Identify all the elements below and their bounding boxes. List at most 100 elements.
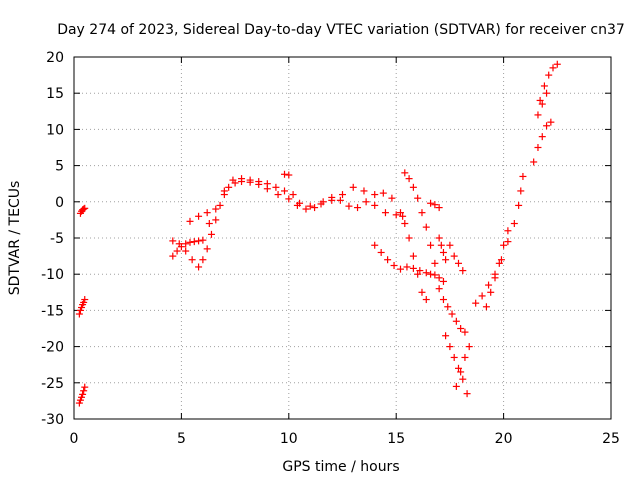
data-point bbox=[510, 220, 518, 228]
data-point bbox=[543, 122, 551, 130]
series-arc11 bbox=[339, 183, 407, 220]
data-point bbox=[409, 252, 417, 260]
y-tick-label: -30 bbox=[41, 412, 64, 428]
series-arc9 bbox=[281, 170, 293, 179]
data-point bbox=[409, 264, 417, 272]
series-arc3 bbox=[75, 383, 89, 407]
y-tick-label: -20 bbox=[41, 340, 64, 356]
data-point bbox=[515, 201, 523, 209]
series-arc7 bbox=[205, 175, 297, 228]
series-arc18 bbox=[442, 332, 471, 398]
data-point bbox=[431, 201, 439, 209]
data-point bbox=[319, 198, 327, 206]
series-arc2 bbox=[75, 296, 89, 318]
series-arc24 bbox=[536, 60, 561, 104]
y-tick-label: 0 bbox=[55, 195, 64, 211]
data-point bbox=[205, 220, 213, 228]
data-point bbox=[220, 187, 228, 195]
data-point bbox=[500, 241, 508, 249]
data-point bbox=[416, 267, 424, 275]
data-point bbox=[414, 270, 422, 278]
data-point bbox=[446, 241, 454, 249]
series-arc12 bbox=[371, 241, 439, 279]
data-point bbox=[530, 158, 538, 166]
data-point bbox=[457, 368, 465, 376]
data-point bbox=[182, 240, 190, 248]
data-point bbox=[543, 89, 551, 97]
data-point bbox=[173, 247, 181, 255]
series-arc20 bbox=[446, 241, 467, 275]
data-point bbox=[439, 296, 447, 304]
x-tick-label: 0 bbox=[70, 431, 79, 447]
series-arc19 bbox=[452, 343, 473, 390]
data-point bbox=[302, 205, 310, 213]
x-tick-label: 5 bbox=[177, 431, 186, 447]
data-point bbox=[485, 281, 493, 289]
data-point bbox=[459, 375, 467, 383]
data-point bbox=[497, 256, 505, 264]
data-point bbox=[534, 144, 542, 151]
data-point bbox=[401, 169, 409, 177]
data-point bbox=[439, 248, 447, 256]
data-point bbox=[80, 387, 88, 395]
axis-ticks: 0 5 10 15 20 25 -30 -25 -20 -15 -10 -5 0 5 10 15 20 bbox=[41, 50, 620, 447]
data-point bbox=[339, 191, 346, 199]
data-point bbox=[472, 299, 480, 307]
data-point bbox=[422, 269, 430, 277]
data-point bbox=[431, 259, 439, 267]
series-arc15 bbox=[427, 199, 443, 212]
data-point bbox=[399, 212, 407, 220]
data-point bbox=[175, 240, 183, 248]
data-point bbox=[207, 230, 215, 238]
data-point bbox=[263, 180, 271, 188]
data-point bbox=[545, 71, 553, 79]
data-point bbox=[465, 343, 473, 351]
y-tick-label: 10 bbox=[46, 122, 64, 138]
data-point bbox=[435, 274, 443, 282]
data-point bbox=[517, 187, 525, 195]
series-arc5 bbox=[169, 237, 203, 271]
data-point bbox=[188, 256, 196, 264]
y-tick-label: 15 bbox=[46, 86, 64, 102]
data-point bbox=[354, 204, 362, 212]
data-point bbox=[285, 195, 293, 203]
data-point bbox=[169, 237, 177, 245]
data-point bbox=[199, 256, 207, 264]
data-point bbox=[435, 204, 443, 212]
data-point bbox=[405, 175, 413, 183]
data-point bbox=[461, 328, 469, 336]
data-point bbox=[463, 390, 471, 398]
data-point bbox=[216, 201, 224, 209]
data-point bbox=[422, 296, 430, 304]
series-arc14 bbox=[401, 169, 447, 285]
data-point bbox=[203, 245, 211, 253]
data-point bbox=[442, 256, 450, 264]
data-point bbox=[390, 262, 398, 270]
data-point bbox=[504, 238, 512, 246]
data-point bbox=[459, 267, 467, 275]
data-point bbox=[225, 183, 233, 191]
data-point bbox=[381, 209, 389, 217]
data-point bbox=[418, 209, 426, 217]
series-arc13 bbox=[396, 209, 430, 304]
data-point bbox=[538, 133, 546, 141]
data-point bbox=[81, 204, 89, 212]
data-point bbox=[448, 310, 456, 318]
data-point bbox=[345, 202, 353, 210]
data-point bbox=[190, 238, 198, 246]
data-point bbox=[281, 187, 289, 195]
data-point bbox=[371, 241, 379, 249]
data-point bbox=[536, 96, 544, 104]
y-tick-label: -25 bbox=[41, 376, 64, 392]
data-point bbox=[427, 270, 435, 278]
data-point bbox=[547, 118, 555, 126]
data-point bbox=[81, 383, 89, 391]
x-tick-label: 20 bbox=[495, 431, 513, 447]
data-point bbox=[450, 252, 458, 260]
series-arc16 bbox=[435, 234, 450, 264]
series-arc23 bbox=[530, 118, 555, 166]
data-point bbox=[491, 274, 499, 282]
data-point bbox=[336, 196, 344, 204]
data-point bbox=[199, 236, 207, 244]
